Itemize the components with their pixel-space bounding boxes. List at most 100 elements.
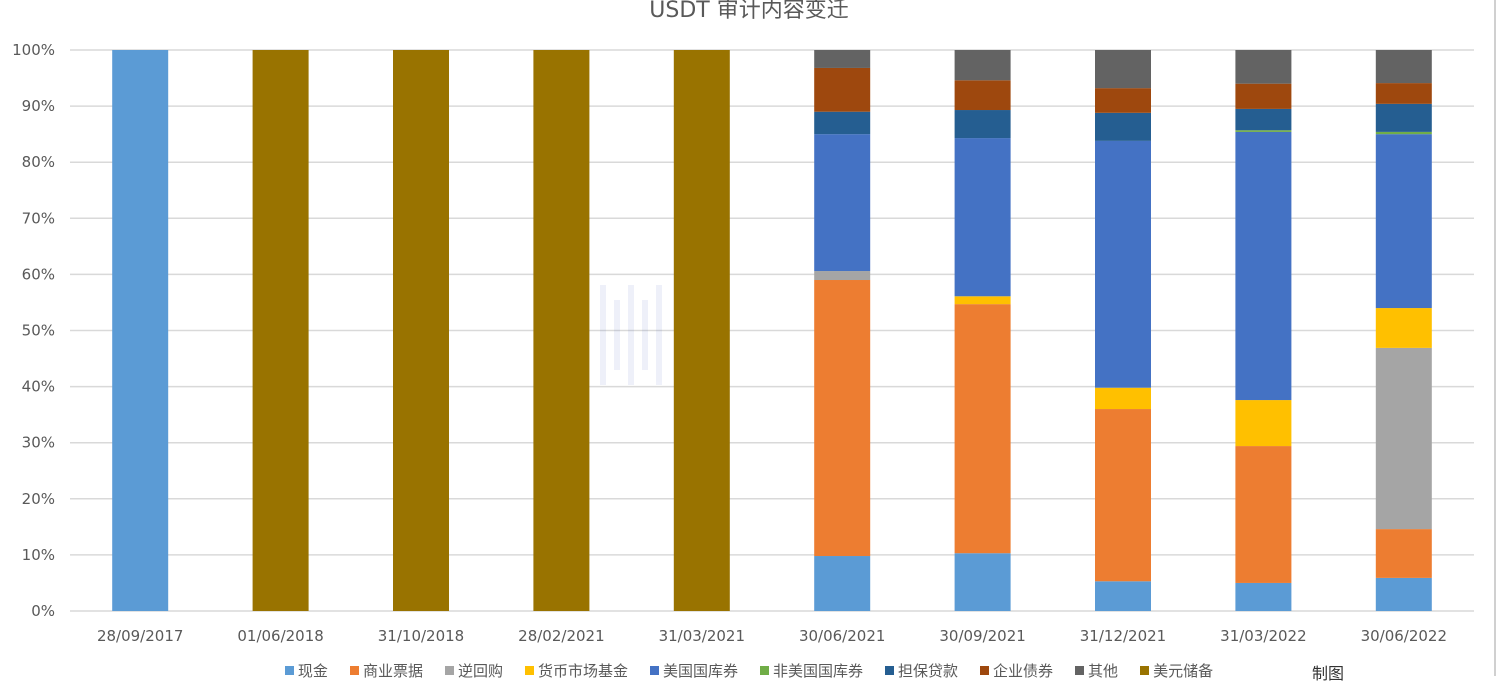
legend-label: 非美国国库券 — [773, 662, 864, 680]
legend-swatch — [1075, 666, 1085, 675]
legend-label: 担保贷款 — [898, 662, 959, 680]
bar-segment — [1375, 83, 1432, 104]
legend-swatch — [649, 666, 659, 675]
bar-segment — [533, 50, 590, 611]
bar-segment — [1235, 83, 1292, 109]
legend-item: 逆回购 — [444, 660, 503, 681]
bar-segment — [1235, 50, 1292, 84]
credit-text: 制图 — [1312, 664, 1345, 683]
bar-segment — [954, 110, 1011, 139]
bar-segment — [814, 111, 871, 135]
legend-label: 美元储备 — [1153, 662, 1214, 680]
bar-segment — [1375, 103, 1432, 132]
bar-segment — [814, 280, 871, 557]
bar-segment — [1095, 387, 1151, 410]
bar-segment — [1235, 108, 1292, 131]
y-tick-label: 30% — [22, 434, 55, 452]
legend-item: 担保贷款 — [885, 660, 958, 681]
bar-segment — [1375, 529, 1432, 578]
y-tick-label: 20% — [22, 490, 55, 508]
bar-segment — [1375, 131, 1432, 135]
legend-swatch — [980, 666, 990, 675]
legend-item: 企业债券 — [980, 660, 1053, 681]
bar-segment — [814, 50, 871, 68]
x-tick-label: 28/09/2017 — [97, 627, 183, 645]
bar-segment — [1095, 409, 1151, 582]
bar-segment — [1375, 577, 1432, 611]
x-tick-label: 30/06/2022 — [1361, 627, 1447, 645]
y-tick-label: 0% — [31, 602, 55, 620]
x-tick-label: 31/12/2021 — [1080, 627, 1166, 645]
bar-segment — [673, 50, 730, 611]
legend-swatch — [885, 666, 895, 675]
y-tick-label: 50% — [22, 322, 55, 340]
legend-label: 货币市场基金 — [537, 662, 628, 680]
legend-item: 其他 — [1075, 660, 1118, 681]
bar-segment — [954, 50, 1011, 81]
x-tick-label: 01/06/2018 — [237, 627, 323, 645]
legend-label: 其他 — [1088, 662, 1119, 680]
legend-item: 货币市场基金 — [524, 660, 628, 681]
legend-swatch — [760, 666, 769, 675]
bar-segment — [1095, 88, 1151, 113]
x-tick-label: 28/02/2021 — [518, 627, 604, 645]
bar-segment — [1375, 347, 1432, 530]
stacked-bar-chart: 0% 10% 20% 30% 40% 50% 60% 70% 80% 90% 100% 28/09/2… — [12, 41, 1474, 645]
y-tick-label: 80% — [22, 153, 55, 171]
bar-segment — [1095, 581, 1151, 611]
bar-segment — [1235, 446, 1292, 583]
bar-segment — [1095, 50, 1151, 89]
y-tick-label: 40% — [22, 378, 55, 396]
bar-segment — [1375, 50, 1432, 84]
legend-item: 美国国库券 — [649, 660, 738, 681]
x-tick-label: 30/09/2021 — [939, 627, 1025, 645]
x-tick-label: 31/10/2018 — [378, 627, 464, 645]
legend-item: 美元储备 — [1140, 660, 1213, 681]
legend-swatch — [349, 666, 359, 675]
legend-item: 非美国国库券 — [760, 660, 863, 681]
y-tick-label: 90% — [22, 97, 55, 115]
bar-segment — [954, 296, 1011, 305]
bar-segment — [814, 556, 871, 611]
bar-segment — [954, 138, 1011, 297]
bar-segment — [814, 271, 871, 281]
legend-item: 现金 — [284, 660, 328, 681]
x-tick-label: 31/03/2021 — [659, 627, 745, 645]
legend-swatch — [444, 666, 454, 675]
bar-segment — [814, 134, 871, 272]
legend-label: 逆回购 — [457, 662, 503, 680]
legend-label: 现金 — [297, 662, 328, 680]
bar-segment — [1095, 140, 1151, 388]
bar-segment — [1235, 400, 1292, 447]
legend: 现金 商业票据 逆回购 货币市场基金 美国国库券 非美国国库券 担保贷款 企业债券 其他 美元储备 — [0, 660, 1498, 681]
chart-title: USDT 审计内容变迁 — [649, 0, 849, 23]
y-tick-label: 60% — [22, 265, 55, 283]
legend-item: 商业票据 — [349, 660, 423, 681]
y-tick-label: 70% — [22, 209, 55, 227]
bar-segment — [252, 50, 309, 611]
legend-swatch — [1140, 666, 1150, 675]
y-tick-label: 10% — [22, 546, 55, 564]
legend-swatch — [284, 666, 294, 675]
right-border — [1494, 0, 1496, 676]
x-tick-label: 31/03/2022 — [1220, 627, 1306, 645]
bar-segment — [954, 80, 1011, 111]
bar-segment — [954, 553, 1011, 611]
bar-segment — [1375, 134, 1432, 309]
bar-segment — [112, 50, 169, 611]
legend-label: 企业债券 — [993, 662, 1054, 680]
bar-segment — [814, 67, 871, 112]
bar-segment — [1235, 582, 1292, 611]
y-tick-label: 100% — [12, 41, 55, 59]
legend-label: 商业票据 — [362, 662, 423, 680]
bar-segment — [1095, 112, 1151, 141]
x-tick-label: 30/06/2021 — [799, 627, 885, 645]
bar-segment — [1235, 130, 1292, 132]
bar-segment — [1375, 308, 1432, 348]
legend-label: 美国国库券 — [662, 662, 738, 680]
legend-swatch — [524, 666, 534, 675]
bar-segment — [393, 50, 449, 611]
bar-segment — [954, 304, 1011, 554]
bar-segment — [1235, 131, 1292, 401]
watermark-logo — [600, 285, 662, 385]
